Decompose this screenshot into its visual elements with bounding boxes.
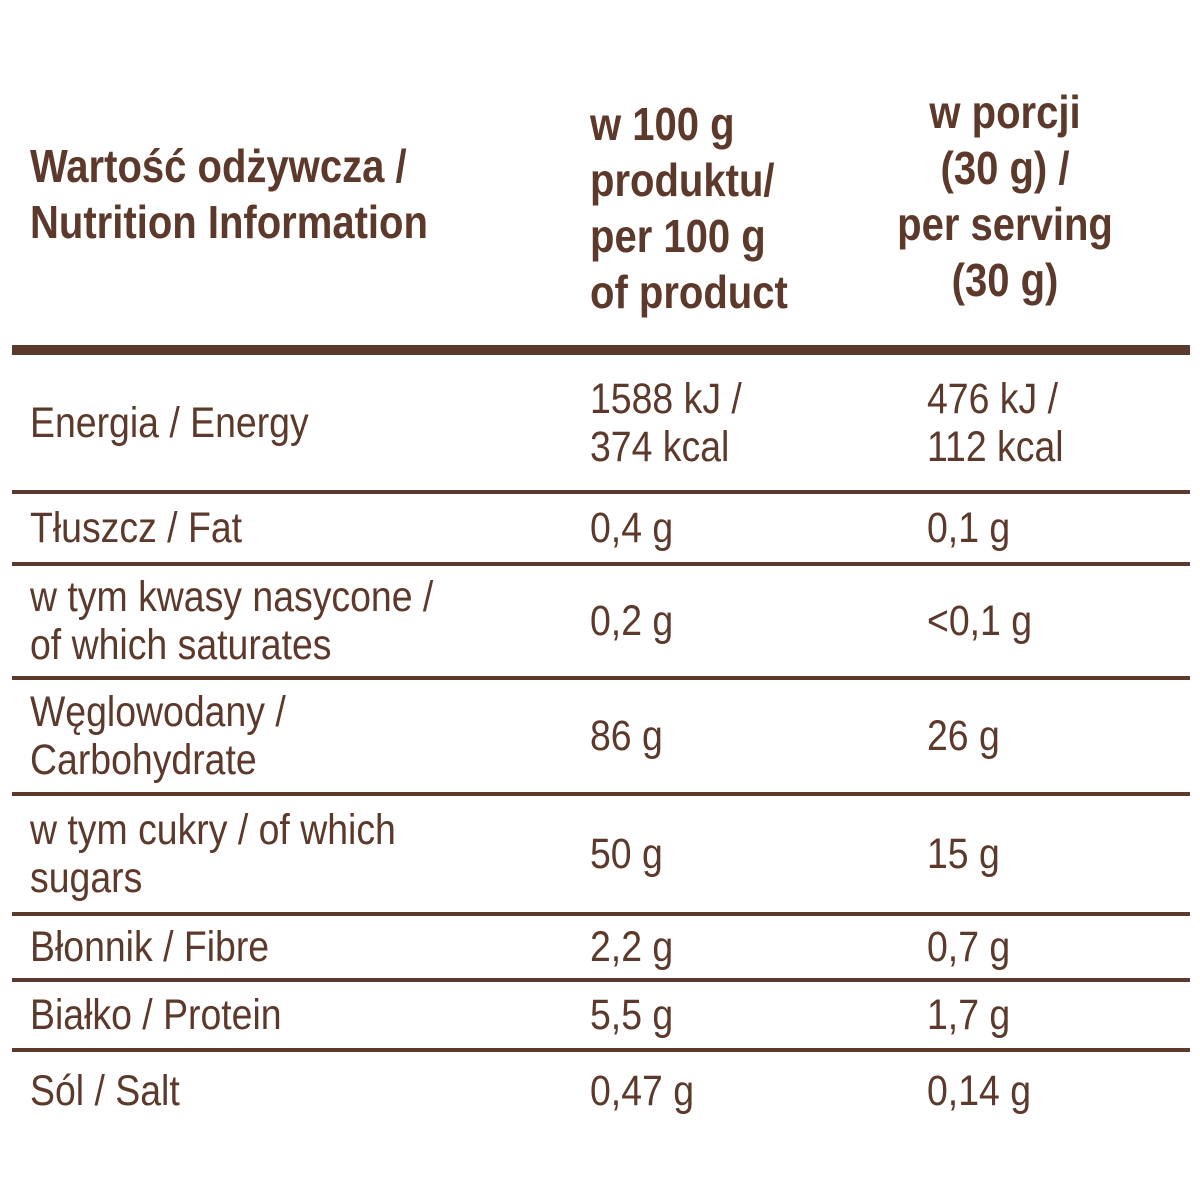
header-col-per-100g-text: w 100 g produktu/ per 100 g of product: [590, 98, 788, 318]
value-per-100g: 0,4 g: [560, 504, 897, 552]
value-per-serving-text: 0,14 g: [927, 1067, 1032, 1115]
row-label-text: Błonnik / Fibre: [30, 923, 270, 971]
value-per-100g-text: 5,5 g: [590, 991, 674, 1039]
header-col-nutrition-text: Wartość odżywcza / Nutrition Information: [30, 140, 428, 248]
value-per-100g-text: 86 g: [590, 712, 663, 760]
row-label: Tłuszcz / Fat: [12, 504, 560, 552]
value-per-serving-text: 26 g: [927, 712, 1000, 760]
value-per-100g: 0,2 g: [560, 597, 897, 645]
value-per-100g: 0,47 g: [560, 1067, 897, 1115]
header-col-per-serving-text: w porcji (30 g) / per serving (30 g): [897, 86, 1113, 306]
value-per-100g: 50 g: [560, 830, 897, 878]
value-per-serving: 0,14 g: [897, 1067, 1190, 1115]
value-per-serving: 15 g: [897, 830, 1190, 878]
value-per-serving-text: 476 kJ / 112 kcal: [927, 374, 1064, 471]
nutrition-table: Energia / Energy 1588 kJ / 374 kcal 476 …: [12, 345, 1190, 1130]
table-row-carbohydrate: Węglowodany / Carbohydrate 86 g 26 g: [12, 680, 1190, 796]
value-per-100g-text: 2,2 g: [590, 923, 674, 971]
value-per-serving-text: 15 g: [927, 830, 1000, 878]
table-row-fibre: Błonnik / Fibre 2,2 g 0,7 g: [12, 916, 1190, 982]
value-per-serving-text: 0,7 g: [927, 923, 1011, 971]
value-per-100g: 1588 kJ / 374 kcal: [560, 375, 897, 471]
row-label: Energia / Energy: [12, 399, 560, 447]
table-row-protein: Białko / Protein 5,5 g 1,7 g: [12, 982, 1190, 1052]
value-per-100g-text: 0,4 g: [590, 504, 674, 552]
row-label: Węglowodany / Carbohydrate: [12, 688, 560, 784]
value-per-100g-text: 1588 kJ / 374 kcal: [590, 374, 742, 471]
header-col-per-serving: w porcji (30 g) / per serving (30 g): [855, 84, 1155, 308]
row-label-text: Energia / Energy: [30, 398, 309, 447]
value-per-100g: 86 g: [560, 712, 897, 760]
row-label-text: Białko / Protein: [30, 991, 282, 1039]
table-row-salt: Sól / Salt 0,47 g 0,14 g: [12, 1052, 1190, 1130]
value-per-serving: 476 kJ / 112 kcal: [897, 375, 1190, 471]
value-per-100g: 5,5 g: [560, 991, 897, 1039]
value-per-serving-text: 1,7 g: [927, 991, 1011, 1039]
value-per-serving: 1,7 g: [897, 991, 1190, 1039]
row-label-text: w tym kwasy nasycone / of which saturate…: [30, 573, 434, 669]
row-label-text: Sól / Salt: [30, 1067, 180, 1115]
row-label-text: Tłuszcz / Fat: [30, 504, 243, 552]
value-per-100g-text: 50 g: [590, 830, 663, 878]
value-per-100g-text: 0,2 g: [590, 597, 674, 645]
row-label: Białko / Protein: [12, 991, 560, 1039]
value-per-serving: 26 g: [897, 712, 1190, 760]
row-label-text: w tym cukry / of which sugars: [30, 806, 396, 902]
table-row-sugars: w tym cukry / of which sugars 50 g 15 g: [12, 796, 1190, 916]
row-label: Sól / Salt: [12, 1067, 560, 1115]
row-label: w tym cukry / of which sugars: [12, 806, 560, 902]
row-label-text: Węglowodany / Carbohydrate: [30, 688, 286, 784]
row-label: w tym kwasy nasycone / of which saturate…: [12, 573, 560, 669]
header-col-nutrition: Wartość odżywcza / Nutrition Information: [30, 138, 487, 250]
header-col-per-100g: w 100 g produktu/ per 100 g of product: [590, 96, 817, 320]
table-row-fat: Tłuszcz / Fat 0,4 g 0,1 g: [12, 494, 1190, 566]
value-per-100g: 2,2 g: [560, 923, 897, 971]
row-label: Błonnik / Fibre: [12, 923, 560, 971]
table-row-energy: Energia / Energy 1588 kJ / 374 kcal 476 …: [12, 355, 1190, 494]
value-per-serving: 0,1 g: [897, 504, 1190, 552]
value-per-100g-text: 0,47 g: [590, 1067, 695, 1115]
value-per-serving-text: <0,1 g: [927, 597, 1033, 645]
value-per-serving-text: 0,1 g: [927, 504, 1011, 552]
table-row-saturates: w tym kwasy nasycone / of which saturate…: [12, 566, 1190, 680]
value-per-serving: 0,7 g: [897, 923, 1190, 971]
value-per-serving: <0,1 g: [897, 597, 1190, 645]
